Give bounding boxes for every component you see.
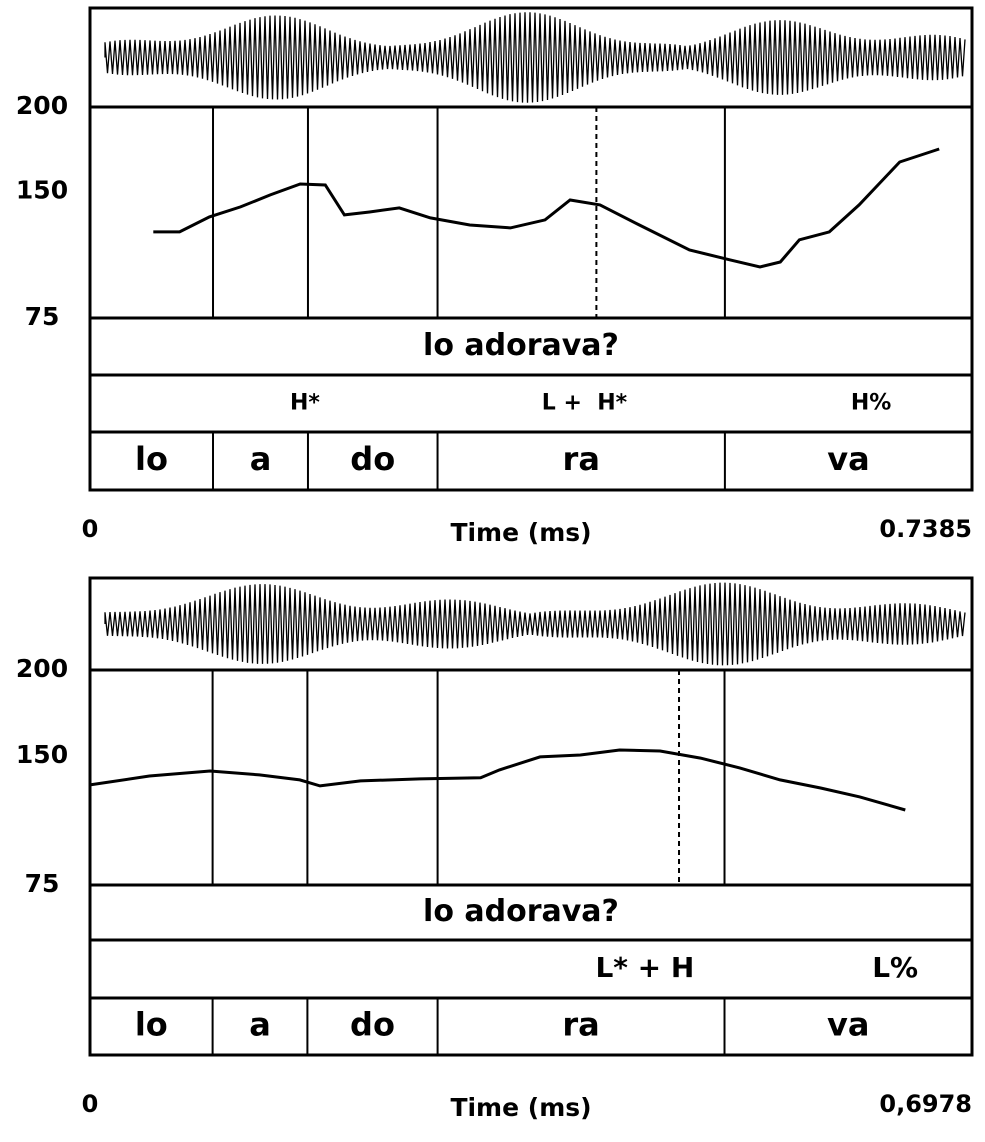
y-tick-label: 150 [16, 175, 68, 204]
tone-label: L* + H [595, 951, 694, 984]
x-tick-label: 0.7385 [879, 515, 972, 543]
syllable-tier [88, 996, 974, 1057]
waveform [104, 12, 966, 103]
syllable: a [250, 440, 272, 478]
y-tick-label: 200 [16, 91, 68, 120]
waveform [104, 582, 966, 666]
syllable: va [827, 1006, 869, 1044]
syllable: lo [135, 440, 168, 478]
x-axis-label: Time (ms) [450, 518, 591, 547]
sentence: lo adorava? [423, 328, 619, 363]
tone-label: L% [872, 951, 918, 984]
pitch-contour [153, 147, 940, 269]
x-axis-label: Time (ms) [450, 1093, 591, 1122]
tone-label: H* [290, 391, 320, 416]
x-tick-label: 0 [82, 515, 99, 543]
syllable-tier [88, 430, 974, 492]
syllable: ra [563, 440, 600, 478]
syllable: do [350, 1006, 395, 1044]
tone-tier [88, 373, 974, 434]
pitch-box [88, 668, 974, 887]
sentence: lo adorava? [423, 894, 619, 929]
syllable: va [827, 440, 869, 478]
y-tick-label: 75 [25, 302, 60, 331]
y-tick-label: 150 [16, 740, 68, 769]
tone-label: L + H* [542, 391, 628, 416]
x-tick-label: 0 [82, 1090, 99, 1118]
pitch-contour [89, 748, 906, 812]
syllable: ra [562, 1006, 599, 1044]
syllable: do [350, 440, 395, 478]
syllable: a [249, 1006, 271, 1044]
syllable: lo [135, 1006, 168, 1044]
tone-tier [88, 938, 974, 1000]
x-tick-label: 0,6978 [879, 1090, 972, 1118]
y-tick-label: 200 [16, 654, 68, 683]
tone-label: H% [851, 391, 891, 416]
y-tick-label: 75 [25, 869, 60, 898]
